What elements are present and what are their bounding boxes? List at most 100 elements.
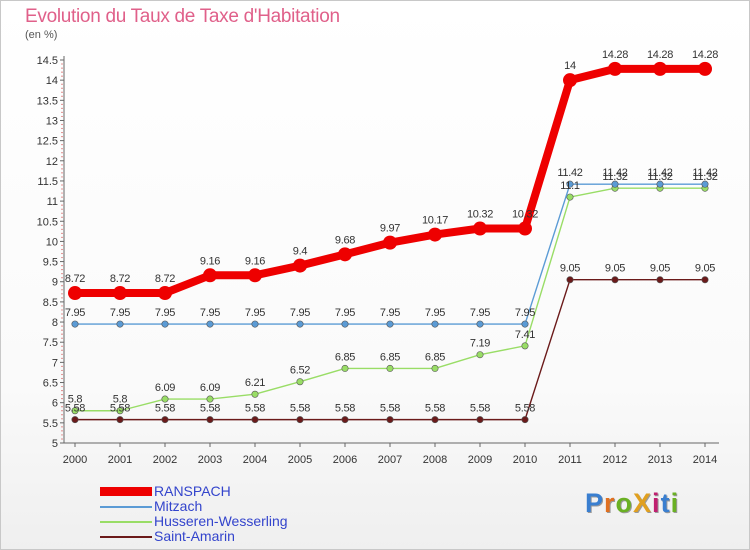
data-point-husseren-wesserling [116,407,124,415]
y-tick-label: 10 [46,236,58,248]
logo-letter: P [585,488,605,518]
y-minor-dot [61,71,63,73]
legend-label-ranspach: RANSPACH [154,483,231,499]
x-tick-label: 2010 [513,454,537,466]
data-point-mitzach [566,180,574,188]
data-point-ranspach [653,61,667,76]
y-tick-label: 12.5 [37,136,58,148]
y-minor-dot [61,244,63,247]
data-point-ranspach [248,268,262,283]
y-minor-dot [61,131,63,134]
data-label-husseren-wesserling: 6.85 [380,351,400,363]
data-label-saint-amarin: 9.05 [560,263,580,275]
y-minor-dot [61,148,63,150]
y-minor-dot [61,285,63,287]
chart-title: Evolution du Taux de Taxe d'Habitation [25,6,340,27]
y-minor-dot [61,430,63,432]
data-label-mitzach: 7.95 [65,307,85,319]
data-point-ranspach [113,286,127,301]
y-tick-label: 6.5 [43,378,58,390]
data-label-husseren-wesserling: 6.85 [425,351,445,363]
data-point-saint-amarin [611,276,619,284]
data-label-husseren-wesserling: 7.41 [515,329,535,341]
y-minor-dot [61,365,63,367]
data-point-ranspach [518,221,532,236]
x-tick-label: 2009 [468,454,492,466]
y-minor-dot [61,152,63,154]
proxiti-logo: ProXiti [585,488,679,519]
data-label-mitzach: 7.95 [200,307,220,319]
y-minor-dot [61,123,63,126]
data-label-husseren-wesserling: 6.09 [200,382,220,394]
data-label-husseren-wesserling: 11.32 [692,171,717,183]
data-label-mitzach: 11.42 [647,167,672,179]
data-label-ranspach: 8.72 [155,273,175,285]
y-minor-dot [61,248,63,251]
data-label-husseren-wesserling: 6.21 [245,377,265,389]
data-label-saint-amarin: 5.58 [380,403,400,415]
y-minor-dot [61,289,63,291]
data-label-husseren-wesserling: 11.32 [647,171,672,183]
series-lines [68,61,712,424]
y-minor-dot [61,67,63,69]
data-label-saint-amarin: 5.58 [155,403,175,415]
data-label-ranspach: 8.72 [110,273,130,285]
data-label-mitzach: 11.42 [692,167,717,179]
data-label-husseren-wesserling: 5.8 [68,394,83,406]
data-point-saint-amarin [71,416,79,424]
y-minor-dot [61,317,63,319]
y-tick-label: 9.5 [43,257,58,269]
y-minor-dot [61,337,63,339]
data-label-husseren-wesserling: 6.09 [155,382,175,394]
y-axis-unit: (en %) [25,29,58,41]
y-minor-dot [61,297,63,299]
y-minor-dot [61,357,63,359]
data-point-husseren-wesserling [251,390,259,398]
data-point-husseren-wesserling [476,351,484,359]
y-tick-label: 14.5 [37,55,58,67]
data-point-mitzach [296,320,304,328]
data-point-saint-amarin [431,416,439,424]
data-labels: 8.72 8.72 8.72 9.16 9.16 9.4 9.68 9.97 10.17 10.3… [65,49,719,415]
y-minor-dot [61,172,63,174]
data-point-saint-amarin [476,416,484,424]
x-tick-label: 2011 [558,454,582,466]
series-line-husseren-wesserling [75,187,705,412]
data-label-saint-amarin: 5.58 [425,403,445,415]
data-point-mitzach [656,180,664,188]
y-tick-label: 7.5 [43,337,58,349]
data-label-saint-amarin: 5.58 [515,403,535,415]
data-label-ranspach: 9.16 [200,255,220,267]
data-point-mitzach [251,320,259,328]
data-point-saint-amarin [341,416,349,424]
data-label-mitzach: 11.42 [557,167,582,179]
y-minor-dot [61,176,63,178]
data-label-husseren-wesserling: 7.19 [470,338,490,350]
data-point-husseren-wesserling [161,395,169,403]
y-minor-dot [61,192,63,194]
y-minor-dot [61,349,63,351]
data-label-saint-amarin: 5.58 [65,403,85,415]
y-minor-dot [61,168,63,170]
data-label-ranspach: 8.72 [65,273,85,285]
data-label-ranspach: 14.28 [602,49,628,61]
data-point-saint-amarin [206,416,214,424]
y-minor-dot [61,277,63,279]
y-minor-dot [61,127,63,130]
data-label-mitzach: 7.95 [335,307,355,319]
y-tick-label: 10.5 [37,216,58,228]
x-tick-label: 2000 [63,454,87,466]
y-tick-label: 12 [46,156,58,168]
y-minor-dot [61,313,63,315]
data-point-husseren-wesserling [566,193,574,201]
data-label-ranspach: 9.68 [335,234,355,246]
logo-letter: X [633,488,653,518]
logo-letter: i [670,488,680,518]
data-label-mitzach: 7.95 [470,307,490,319]
legend-swatch-ranspach [100,487,152,496]
y-minor-dot [61,107,63,109]
y-minor-dot [61,389,63,392]
data-point-mitzach [476,320,484,328]
y-tick-label: 11 [47,196,58,208]
